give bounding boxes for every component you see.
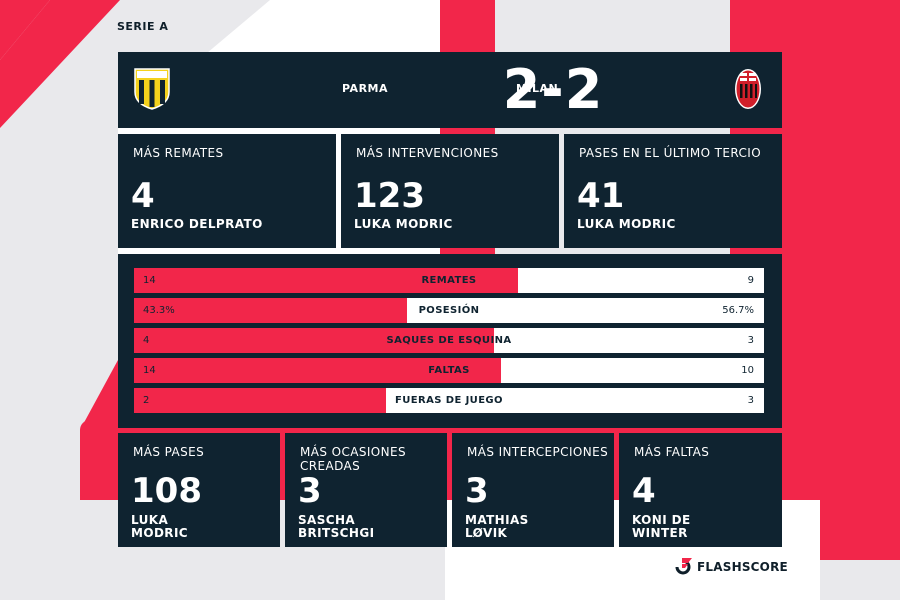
stat-card-player-last: WINTER bbox=[632, 526, 688, 540]
stat-label: FUERAS DE JUEGO bbox=[395, 395, 503, 406]
stat-card-most-fouls: MÁS FALTAS 4 KONI DE WINTER bbox=[619, 433, 782, 547]
stat-card-player-first: KONI DE bbox=[632, 513, 691, 527]
home-share-fill bbox=[134, 268, 518, 293]
stat-bar-possession: 43.3% POSESIÓN 56.7% bbox=[134, 298, 764, 323]
stat-card-value: 123 bbox=[354, 176, 425, 216]
stat-card-most-chances: MÁS OCASIONES CREADAS 3 SASCHA BRITSCHGI bbox=[285, 433, 447, 547]
league-title: SERIE A bbox=[117, 20, 169, 33]
home-value: 43.3% bbox=[143, 305, 175, 316]
stat-card-label: MÁS PASES bbox=[133, 445, 205, 459]
stat-card-value: 108 bbox=[131, 471, 202, 511]
stat-label: REMATES bbox=[421, 275, 477, 286]
stat-card-value: 3 bbox=[298, 471, 322, 511]
stat-label: FALTAS bbox=[428, 365, 470, 376]
stat-card-player-last: LØVIK bbox=[465, 526, 508, 540]
stat-card-label-line2: CREADAS bbox=[300, 459, 361, 473]
stat-card-label: MÁS FALTAS bbox=[634, 445, 710, 459]
stat-bar-offsides: 2 FUERAS DE JUEGO 3 bbox=[134, 388, 764, 413]
stat-card-most-interventions: MÁS INTERVENCIONES 123 LUKA MODRIC bbox=[341, 134, 559, 248]
home-value: 14 bbox=[143, 275, 156, 286]
stat-card-player-first: SASCHA bbox=[298, 513, 356, 527]
stat-bar-corners: 4 SAQUES DE ESQUINA 3 bbox=[134, 328, 764, 353]
away-value: 9 bbox=[747, 275, 754, 286]
stat-bar-fouls: 14 FALTAS 10 bbox=[134, 358, 764, 383]
stat-card-label: MÁS OCASIONES bbox=[300, 445, 407, 459]
stat-card-player-first: MATHIAS bbox=[465, 513, 529, 527]
stat-card-value: 4 bbox=[632, 471, 656, 511]
stat-card-most-shots: MÁS REMATES 4 ENRICO DELPRATO bbox=[118, 134, 336, 248]
away-value: 3 bbox=[747, 395, 754, 406]
stat-card-player-first: LUKA bbox=[131, 513, 169, 527]
stat-card-player: ENRICO DELPRATO bbox=[131, 217, 263, 231]
scoreboard: PARMA 2-2 MILAN bbox=[118, 52, 782, 128]
stat-card-most-passes: MÁS PASES 108 LUKA MODRIC bbox=[118, 433, 280, 547]
flashscore-logo-icon bbox=[675, 558, 692, 575]
away-team-name: MILAN bbox=[516, 82, 559, 95]
stat-label: SAQUES DE ESQUINA bbox=[386, 335, 512, 346]
home-team-name: PARMA bbox=[342, 82, 388, 95]
stat-card-label: PASES EN EL ÚLTIMO TERCIO bbox=[579, 146, 762, 160]
brand-name: FLASHSCORE bbox=[697, 560, 788, 574]
home-value: 14 bbox=[143, 365, 156, 376]
stat-card-label: MÁS INTERCEPCIONES bbox=[467, 445, 609, 459]
parma-crest-icon bbox=[134, 68, 170, 110]
stat-label: POSESIÓN bbox=[418, 305, 480, 316]
milan-crest-icon bbox=[735, 69, 761, 109]
stat-card-most-interceptions: MÁS INTERCEPCIONES 3 MATHIAS LØVIK bbox=[452, 433, 614, 547]
stat-card-label: MÁS INTERVENCIONES bbox=[356, 146, 499, 160]
stat-card-final-third-passes: PASES EN EL ÚLTIMO TERCIO 41 LUKA MODRIC bbox=[564, 134, 782, 248]
stat-card-player: LUKA MODRIC bbox=[577, 217, 676, 231]
stat-card-player-last: BRITSCHGI bbox=[298, 526, 375, 540]
stat-card-player: LUKA MODRIC bbox=[354, 217, 453, 231]
away-value: 56.7% bbox=[722, 305, 754, 316]
stat-card-value: 41 bbox=[577, 176, 625, 216]
home-value: 4 bbox=[143, 335, 150, 346]
home-share-fill bbox=[134, 358, 502, 383]
stat-bar-shots: 14 REMATES 9 bbox=[134, 268, 764, 293]
home-share-fill bbox=[134, 388, 386, 413]
stat-card-player-last: MODRIC bbox=[131, 526, 189, 540]
stat-card-value: 3 bbox=[465, 471, 489, 511]
home-value: 2 bbox=[143, 395, 150, 406]
home-share-fill bbox=[134, 328, 494, 353]
away-value: 10 bbox=[741, 365, 754, 376]
stat-card-label: MÁS REMATES bbox=[133, 146, 224, 160]
home-share-fill bbox=[134, 298, 407, 323]
stats-comparison-panel: 14 REMATES 9 43.3% POSESIÓN 56.7% 4 SAQU… bbox=[118, 254, 782, 428]
stat-card-value: 4 bbox=[131, 176, 155, 216]
away-value: 3 bbox=[747, 335, 754, 346]
match-score: 2-2 bbox=[502, 58, 604, 121]
